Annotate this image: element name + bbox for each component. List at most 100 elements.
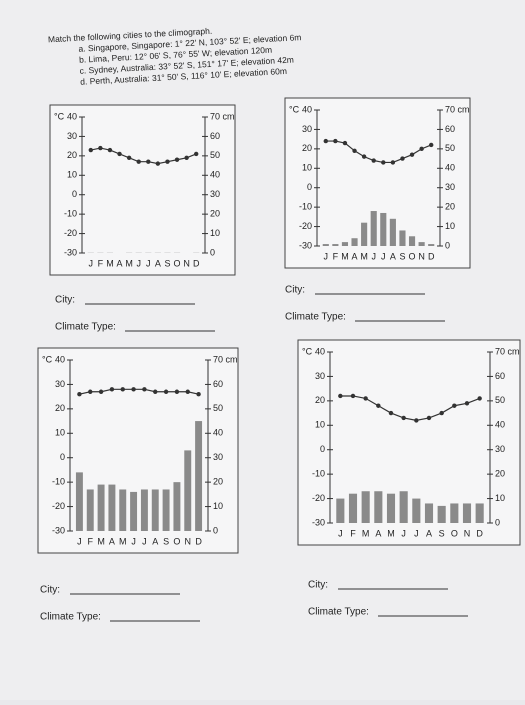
temperature-point	[363, 396, 367, 400]
y-tick-label: 10	[315, 420, 325, 430]
temperature-point	[186, 390, 190, 394]
y2-tick-label: 70 cm	[445, 104, 470, 114]
y-tick-label: -20	[52, 501, 65, 511]
y-tick-label: 0	[72, 189, 77, 199]
x-tick-label: M	[341, 251, 349, 261]
temperature-point	[77, 392, 81, 396]
temperature-point	[127, 156, 131, 160]
x-tick-label: A	[109, 536, 115, 546]
precip-bar	[361, 223, 367, 246]
x-tick-label: J	[142, 536, 147, 546]
y-tick-label: 10	[302, 163, 312, 173]
x-tick-label: A	[117, 258, 123, 268]
precip-bar	[98, 485, 105, 531]
x-tick-label: S	[163, 536, 169, 546]
y2-tick-label: 60	[445, 124, 455, 134]
x-tick-label: O	[409, 251, 416, 261]
temperature-point	[427, 416, 431, 420]
x-tick-label: N	[183, 258, 190, 268]
precip-bar	[323, 244, 329, 246]
y2-tick-label: 10	[445, 221, 455, 231]
y-tick-label: -30	[299, 240, 312, 250]
y-tick-label: 20	[315, 395, 325, 405]
x-tick-label: A	[390, 251, 396, 261]
precip-bar	[130, 492, 137, 531]
y-tick-label: -10	[312, 469, 325, 479]
temperature-point	[156, 161, 160, 165]
temperature-point	[429, 143, 433, 147]
y2-tick-label: 70 cm	[213, 354, 238, 364]
y2-tick-label: 70 cm	[210, 111, 235, 121]
y-tick-label: 30	[315, 371, 325, 381]
temperature-point	[142, 387, 146, 391]
precip-bar	[152, 489, 159, 531]
y2-tick-label: 20	[495, 469, 505, 479]
x-tick-label: F	[88, 536, 94, 546]
precip-bar	[119, 489, 126, 531]
precip-bar	[419, 242, 425, 246]
precip-bar	[380, 213, 386, 246]
y2-tick-label: 40	[445, 163, 455, 173]
x-tick-label: S	[439, 528, 445, 538]
precip-bar	[390, 219, 396, 246]
y2-tick-label: 0	[495, 517, 500, 527]
y2-tick-label: 30	[495, 444, 505, 454]
x-tick-label: M	[106, 258, 114, 268]
x-tick-label: J	[414, 528, 419, 538]
precip-bar	[450, 503, 458, 523]
y-tick-label: 20	[302, 143, 312, 153]
x-tick-label: M	[125, 258, 133, 268]
temperature-point	[376, 404, 380, 408]
precip-bar	[349, 494, 357, 523]
temperature-point	[419, 147, 423, 151]
precip-bar	[399, 230, 405, 246]
y-tick-label: 40	[302, 104, 312, 114]
y-tick-label: 30	[302, 124, 312, 134]
chart-frame	[285, 98, 470, 268]
x-tick-label: N	[185, 536, 192, 546]
temperature-point	[410, 152, 414, 156]
precip-bar	[195, 421, 202, 531]
x-tick-label: O	[173, 536, 180, 546]
precip-bar	[342, 242, 348, 246]
temperature-point	[110, 387, 114, 391]
temperature-point	[389, 411, 393, 415]
y2-tick-label: 10	[210, 228, 220, 238]
x-tick-label: J	[401, 528, 406, 538]
y2-tick-label: 20	[213, 477, 223, 487]
temperature-point	[414, 418, 418, 422]
y-axis-label: °C	[54, 111, 65, 121]
y2-tick-label: 50	[495, 395, 505, 405]
y2-tick-label: 60	[495, 371, 505, 381]
precip-bar	[387, 494, 395, 523]
x-tick-label: F	[333, 251, 339, 261]
chart-frame	[298, 340, 520, 545]
city-label: City:	[55, 295, 75, 306]
y-tick-label: -20	[312, 493, 325, 503]
temperature-point	[391, 160, 395, 164]
y-tick-label: -10	[299, 202, 312, 212]
city-label: City:	[308, 580, 328, 591]
x-tick-label: M	[362, 528, 370, 538]
temperature-point	[352, 149, 356, 153]
y-tick-label: -10	[64, 209, 77, 219]
x-tick-label: M	[119, 536, 127, 546]
x-tick-label: J	[77, 536, 82, 546]
temperature-point	[196, 392, 200, 396]
temperature-point	[381, 160, 385, 164]
climate-label: Climate Type:	[55, 322, 116, 333]
y2-tick-label: 20	[445, 202, 455, 212]
temperature-point	[362, 154, 366, 158]
y2-tick-label: 40	[495, 420, 505, 430]
x-tick-label: A	[155, 258, 161, 268]
y-tick-label: -30	[52, 525, 65, 535]
temperature-point	[89, 148, 93, 152]
y2-tick-label: 20	[210, 209, 220, 219]
temperature-point	[175, 390, 179, 394]
temperature-point	[153, 390, 157, 394]
temperature-point	[338, 394, 342, 398]
